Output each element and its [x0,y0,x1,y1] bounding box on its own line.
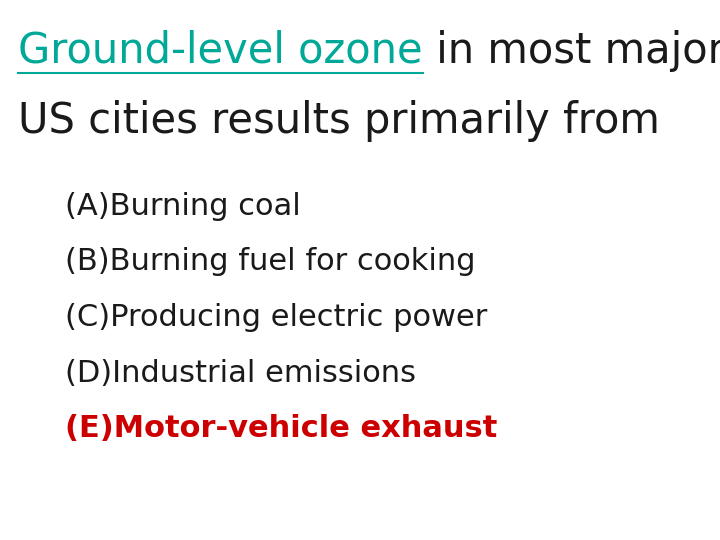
Text: (D)Industrial emissions: (D)Industrial emissions [65,359,416,388]
Text: Ground-level ozone: Ground-level ozone [18,30,423,72]
Text: in most major: in most major [423,30,720,72]
Text: (E)Motor-vehicle exhaust: (E)Motor-vehicle exhaust [65,414,498,443]
Text: (A)Burning coal: (A)Burning coal [65,192,300,221]
Text: US cities results primarily from: US cities results primarily from [18,100,660,142]
Text: (B)Burning fuel for cooking: (B)Burning fuel for cooking [65,247,475,276]
Text: (C)Producing electric power: (C)Producing electric power [65,303,487,332]
